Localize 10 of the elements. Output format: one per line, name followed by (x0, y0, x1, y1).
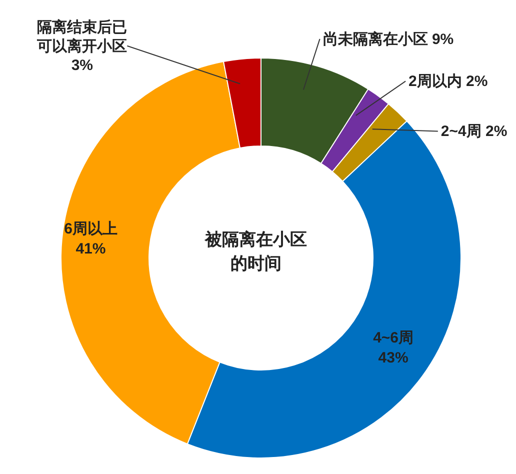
slice-label: 尚未隔离在小区 9% (322, 30, 454, 48)
slice-label: 4~6周 (373, 329, 414, 346)
slice-label: 6周以上 (64, 220, 118, 238)
slice-label: 2~4周 2% (440, 123, 508, 140)
data-label: 43% (378, 349, 408, 366)
slice-label: 2周以内 2% (408, 73, 488, 90)
slice-label: 隔离结束后已可以离开小区 (36, 18, 128, 55)
data-label: 41% (76, 240, 106, 258)
text: 被隔离在小区的时间 (204, 229, 308, 275)
data-label: 3% (71, 56, 94, 74)
